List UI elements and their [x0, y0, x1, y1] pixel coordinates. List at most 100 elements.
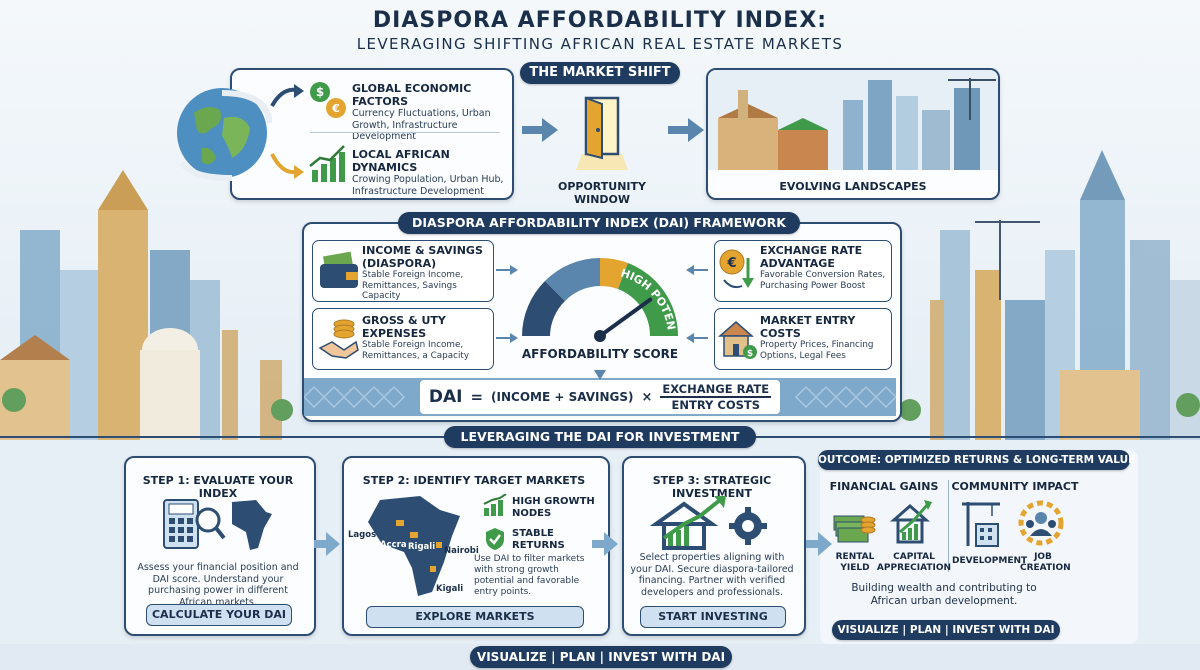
formula-lhs: DAI	[428, 387, 463, 407]
local-dynamics-heading: LOCAL AFRICAN DYNAMICS	[352, 148, 450, 174]
arrow-right-icon	[522, 118, 558, 142]
outcome-divider	[948, 480, 949, 572]
local-dynamics-text: LOCAL AFRICAN DYNAMICS Crowing Populatio…	[352, 148, 507, 197]
formula-numerator: EXCHANGE RATE	[660, 382, 772, 398]
step1-desc: Assess your financial position and DAI s…	[137, 562, 299, 608]
arrow-down-icon	[594, 370, 606, 380]
gross-expenses-desc: Stable Foreign Income, Remittances, a Ca…	[362, 340, 470, 361]
growth-chart-icon	[309, 145, 345, 182]
arrow-right-icon	[592, 532, 618, 556]
gauge-needle	[598, 297, 653, 338]
job-creation-label: JOB CREATION	[1020, 552, 1071, 573]
step2-desc: Use DAI to filter markets with strong gr…	[474, 554, 585, 597]
house-appreciation-icon	[890, 500, 932, 544]
formula-fraction: EXCHANGE RATE ENTRY COSTS	[660, 382, 772, 412]
gross-expenses-text: GROSS & UTY EXPENSES Stable Foreign Inco…	[362, 314, 488, 361]
page-title: DIASPORA AFFORDABILITY INDEX:	[372, 8, 828, 33]
income-savings-heading: INCOME & SAVINGS (DIASPORA)	[362, 244, 483, 270]
calculate-dai-button[interactable]: CALCULATE YOUR DAI	[146, 604, 292, 626]
construction-crane-icon	[962, 502, 1000, 547]
gauge-segment-mid	[545, 258, 600, 301]
city-illustration	[708, 70, 998, 170]
market-factors-card	[230, 68, 514, 200]
evolving-landscapes-label: EVOLVING LANDSCAPES	[779, 180, 927, 193]
shield-check-icon	[486, 528, 504, 550]
divider	[310, 132, 500, 133]
svg-text:€: €	[331, 102, 340, 115]
step1-heading: STEP 1: EVALUATE YOUR INDEX	[142, 474, 294, 500]
formula-equals: =	[470, 388, 484, 406]
income-savings-text: INCOME & SAVINGS (DIASPORA) Stable Forei…	[362, 244, 488, 302]
step2-heading: STEP 2: IDENTIFY TARGET MARKETS	[362, 474, 586, 487]
africa-markets-map	[368, 496, 460, 596]
arrow-right-icon	[496, 333, 518, 343]
market-entry-text: MARKET ENTRY COSTS Property Prices, Fina…	[760, 314, 888, 361]
dai-formula: DAI = (INCOME + SAVINGS) × EXCHANGE RATE…	[420, 380, 780, 414]
arrow-right-icon	[806, 532, 832, 556]
calculator-africa-icon	[163, 499, 272, 550]
step3-desc: Select properties aligning with your DAI…	[630, 552, 794, 598]
affordability-gauge: HIGH POTENTIAL	[510, 246, 679, 342]
stable-returns-label: STABLE RETURNS	[512, 528, 565, 551]
gross-expenses-heading: GROSS & UTY EXPENSES	[362, 314, 446, 340]
euro-exchange-icon: €	[719, 249, 754, 289]
arrow-right-icon	[314, 532, 340, 556]
outcome-tagline: VISUALIZE | PLAN | INVEST WITH DAI	[832, 620, 1060, 640]
high-growth-label: HIGH GROWTH NODES	[512, 496, 595, 519]
arrow-right-icon	[496, 265, 518, 275]
arrow-right-icon	[668, 118, 704, 142]
svg-text:€: €	[726, 256, 736, 271]
footer-tagline: VISUALIZE | PLAN | INVEST WITH DAI	[470, 646, 732, 668]
city-label-rigali: Rigali	[408, 542, 436, 552]
local-dynamics-desc: Crowing Population, Urban Hub, Infrastru…	[352, 174, 504, 197]
gauge-segment-gold	[600, 257, 628, 289]
house-growth-gear-icon	[650, 496, 767, 550]
people-gear-icon	[1018, 500, 1064, 546]
explore-markets-button[interactable]: EXPLORE MARKETS	[366, 606, 584, 628]
exchange-rate-box	[714, 240, 892, 302]
page-title-block: DIASPORA AFFORDABILITY INDEX: LEVERAGING…	[0, 8, 1200, 53]
svg-text:$: $	[316, 85, 324, 99]
door-icon	[576, 96, 628, 170]
city-label-nairobi: Nairobi	[444, 546, 479, 556]
gross-expenses-box	[312, 308, 494, 370]
global-factors-desc: Currency Fluctuations, Urban Growth, Inf…	[352, 108, 491, 142]
formula-denominator: ENTRY COSTS	[671, 398, 761, 412]
handshake-coins-icon	[318, 319, 359, 359]
gauge-segment-low	[522, 281, 565, 336]
currency-exchange-icon: $ €	[310, 82, 346, 118]
global-factors-heading: GLOBAL ECONOMIC FACTORS	[352, 82, 472, 108]
arrow-right-icon	[270, 153, 304, 179]
affordability-score-label: AFFORDABILITY SCORE	[521, 347, 679, 361]
formula-times: ×	[641, 389, 653, 405]
market-shift-label: THE MARKET SHIFT	[520, 62, 680, 84]
globe-icon	[177, 88, 272, 181]
rental-yield-label: RENTAL YIELD	[835, 552, 875, 573]
arrow-right-icon	[270, 84, 304, 108]
page-subtitle: LEVERAGING SHIFTING AFRICAN REAL ESTATE …	[356, 35, 844, 53]
city-label-lagos: Lagos	[348, 530, 377, 540]
community-impact-label: COMMUNITY IMPACT	[951, 480, 1079, 493]
income-savings-desc: Stable Foreign Income, Remittances, Savi…	[362, 270, 464, 301]
investment-label: LEVERAGING THE DAI FOR INVESTMENT	[444, 426, 756, 448]
market-entry-desc: Property Prices, Financing Options, Lega…	[760, 340, 874, 361]
start-investing-button[interactable]: START INVESTING	[640, 606, 786, 628]
capital-appreciation-label: CAPITAL APPRECIATION	[876, 552, 952, 573]
growth-chart-icon	[483, 494, 507, 516]
arrow-left-icon	[686, 265, 708, 275]
evolving-landscapes-card: EVOLVING LANDSCAPES	[706, 68, 1000, 200]
exchange-rate-heading: EXCHANGE RATE ADVANTAGE	[760, 244, 863, 270]
development-label: DEVELOPMENT	[952, 556, 1028, 566]
outcome-label: OUTCOME: OPTIMIZED RETURNS & LONG-TERM V…	[818, 450, 1135, 470]
svg-text:$: $	[747, 349, 753, 359]
house-cost-icon: $	[718, 321, 757, 359]
market-entry-heading: MARKET ENTRY COSTS	[760, 314, 856, 340]
opportunity-window-label: OPPORTUNITY WINDOW	[557, 180, 646, 206]
city-label-kigali: Kigali	[436, 584, 464, 594]
dai-framework-label: DIASPORA AFFORDABILITY INDEX (DAI) FRAME…	[398, 212, 800, 234]
step3-heading: STEP 3: STRATEGIC INVESTMENT	[652, 474, 772, 500]
formula-term: (INCOME + SAVINGS)	[491, 390, 634, 404]
exchange-rate-text: EXCHANGE RATE ADVANTAGE Favorable Conver…	[760, 244, 888, 291]
outcome-desc: Building wealth and contributing to Afri…	[851, 582, 1037, 607]
financial-gains-label: FINANCIAL GAINS	[829, 480, 939, 493]
